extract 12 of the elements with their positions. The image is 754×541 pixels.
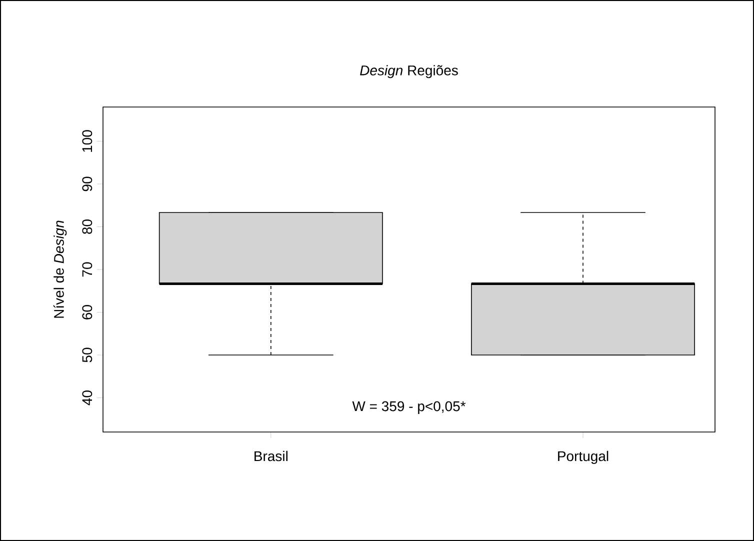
y-tick-label: 60 (82, 305, 92, 320)
y-axis-title: Nível de Design (53, 220, 67, 318)
y-tick-label: 40 (82, 390, 92, 406)
annotation: W = 359 - p<0,05* (352, 401, 466, 414)
y-tick-label: 90 (82, 176, 92, 192)
x-tick-label: Portugal (558, 450, 608, 464)
y-tick-label: 70 (82, 262, 92, 277)
chart-title: Design Regiões (360, 65, 458, 78)
x-tick-label: Brasil (254, 450, 288, 462)
y-tick-label: 100 (82, 130, 92, 152)
y-tick-label: 80 (82, 219, 92, 234)
y-tick-label: 50 (82, 348, 92, 362)
